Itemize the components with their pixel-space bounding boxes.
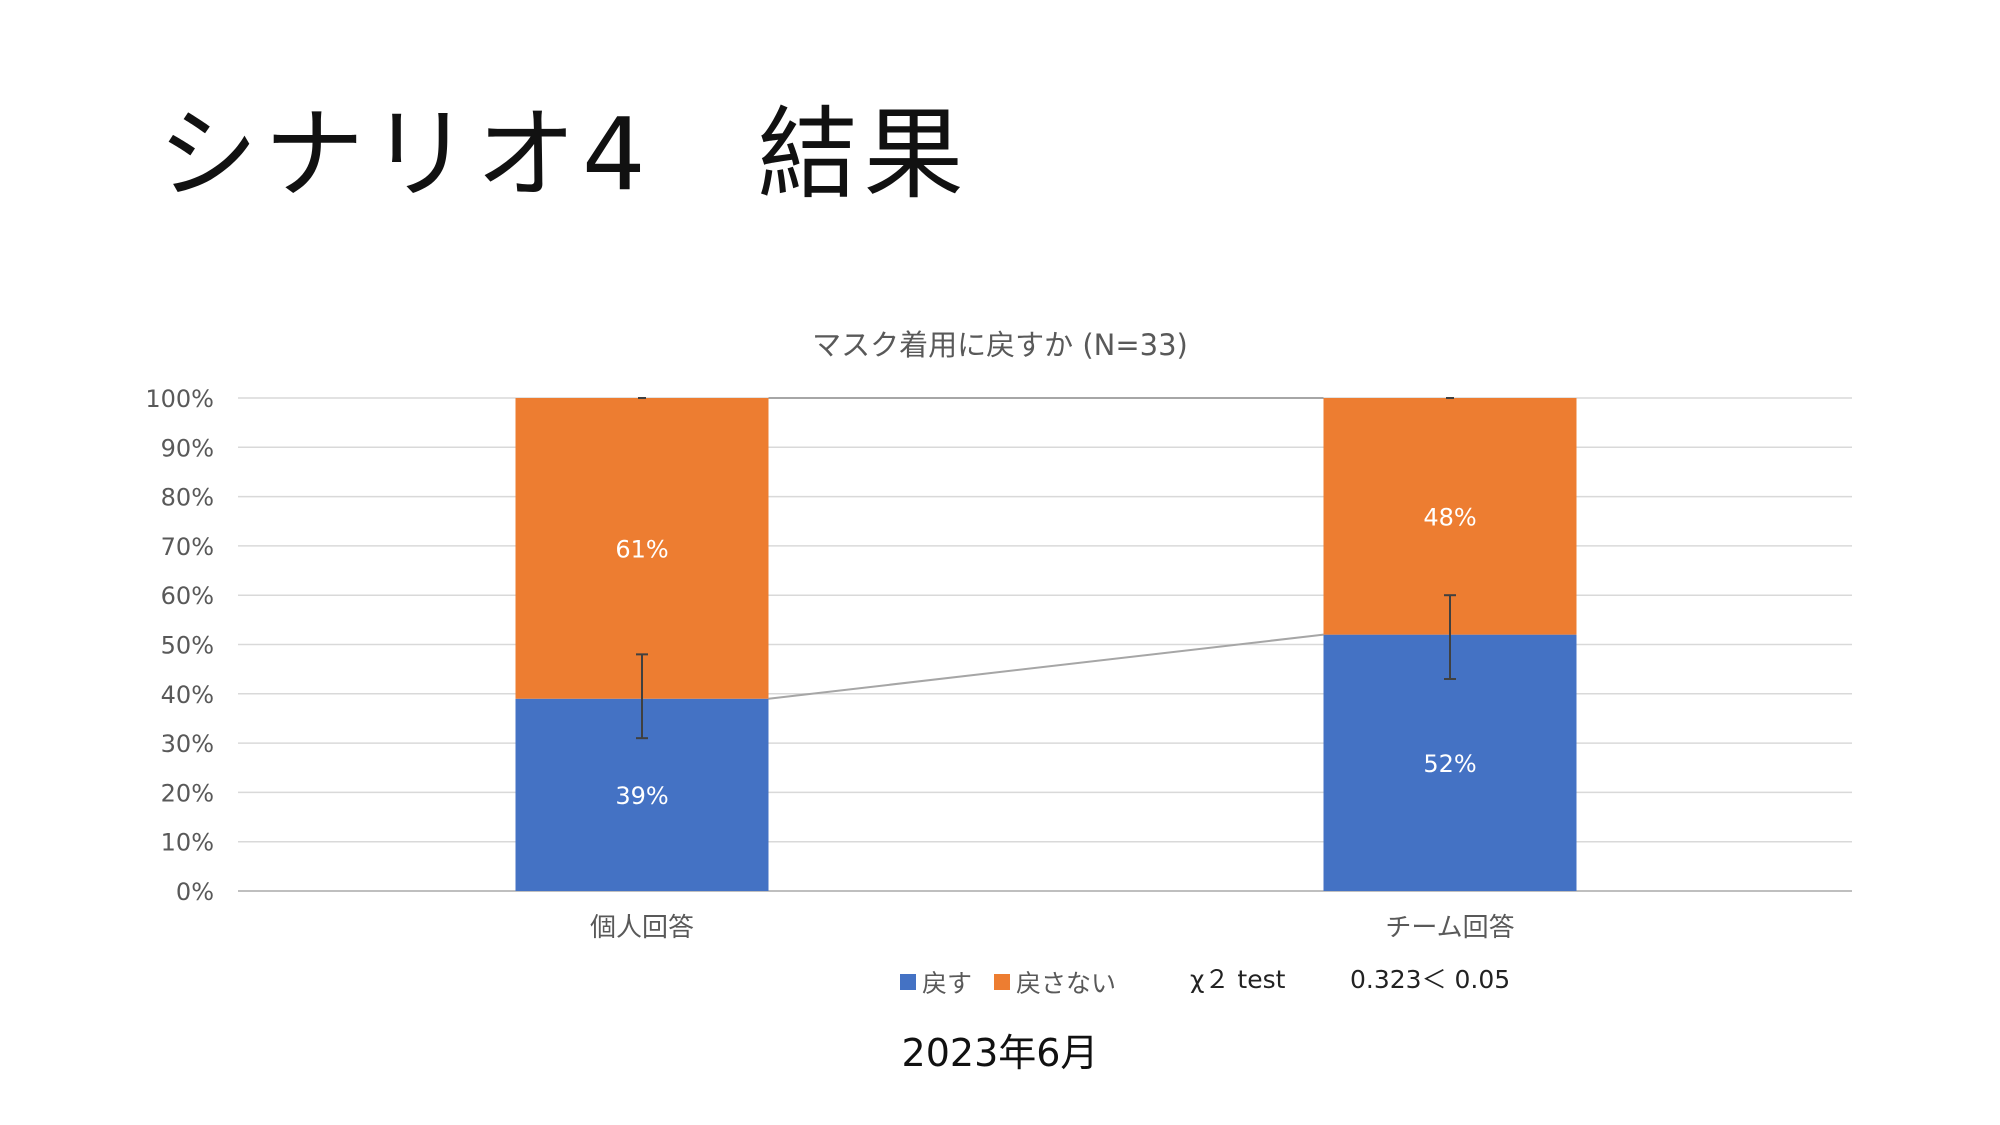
legend-item-not-return: 戻さない	[994, 964, 1116, 1000]
data-label: 52%	[1423, 750, 1476, 778]
chart-title: マスク着用に戻すか (N=33)	[812, 328, 1188, 362]
y-tick-label: 60%	[161, 582, 214, 610]
x-category-label: チーム回答	[1385, 913, 1514, 943]
legend-swatch-not-return	[994, 974, 1011, 990]
y-tick-label: 50%	[161, 632, 214, 660]
y-tick-label: 40%	[161, 681, 214, 709]
slide-title: シナリオ4 結果	[158, 96, 970, 213]
legend-label-return: 戻す	[922, 969, 973, 998]
legend-item-return: 戻す	[900, 964, 972, 1000]
x-category-label: 個人回答	[590, 913, 694, 943]
data-label: 39%	[615, 782, 668, 810]
data-label: 48%	[1423, 503, 1476, 531]
y-tick-label: 70%	[161, 533, 214, 561]
legend-swatch-return	[900, 974, 916, 990]
y-tick-label: 90%	[161, 434, 214, 462]
chi-square-test-label: χ２ test	[1190, 965, 1286, 994]
chi-square-test-result: 0.323＜ 0.05	[1350, 965, 1511, 994]
y-tick-label: 80%	[161, 484, 214, 512]
y-tick-label: 30%	[161, 730, 214, 758]
y-tick-label: 0%	[176, 878, 214, 906]
y-tick-label: 20%	[161, 779, 214, 807]
chart-legend: 戻す 戻さない	[900, 964, 1138, 1000]
legend-label-not-return: 戻さない	[1016, 969, 1117, 998]
y-tick-label: 100%	[145, 385, 214, 413]
slide-date: 2023年6月	[901, 1031, 1099, 1075]
bar-segment-not-return	[515, 398, 769, 699]
y-tick-label: 10%	[161, 829, 214, 857]
data-label: 61%	[615, 535, 668, 563]
series-line	[768, 633, 1324, 700]
